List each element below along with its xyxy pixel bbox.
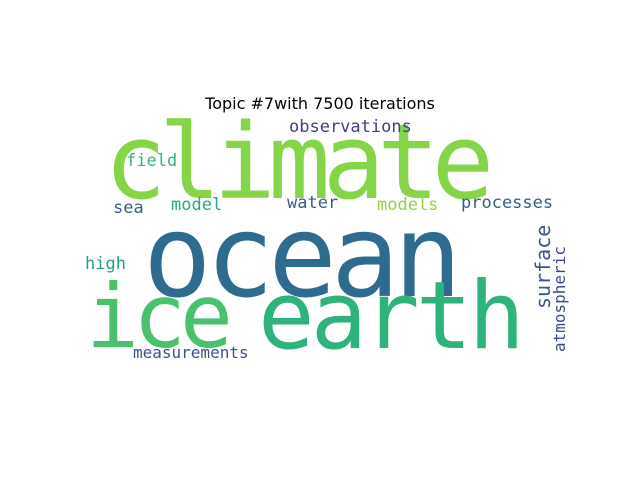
word-ice: ice [86, 265, 233, 368]
word-models: models [377, 195, 439, 215]
word-earth: earth [258, 262, 525, 371]
word-processes: processes [461, 193, 554, 213]
word-ocean: ocean [143, 190, 462, 323]
figure-title: Topic #7with 7500 iterations [205, 94, 435, 113]
word-measurements: measurements [133, 343, 249, 362]
word-climate: climate [104, 101, 494, 223]
word-model: model [171, 195, 223, 215]
word-atmospheric: atmospheric [550, 246, 569, 352]
word-high: high [85, 254, 126, 274]
word-sea: sea [113, 198, 144, 218]
word-water: water [287, 193, 339, 213]
word-observations: observations [289, 117, 412, 137]
word-field: field [126, 151, 178, 171]
